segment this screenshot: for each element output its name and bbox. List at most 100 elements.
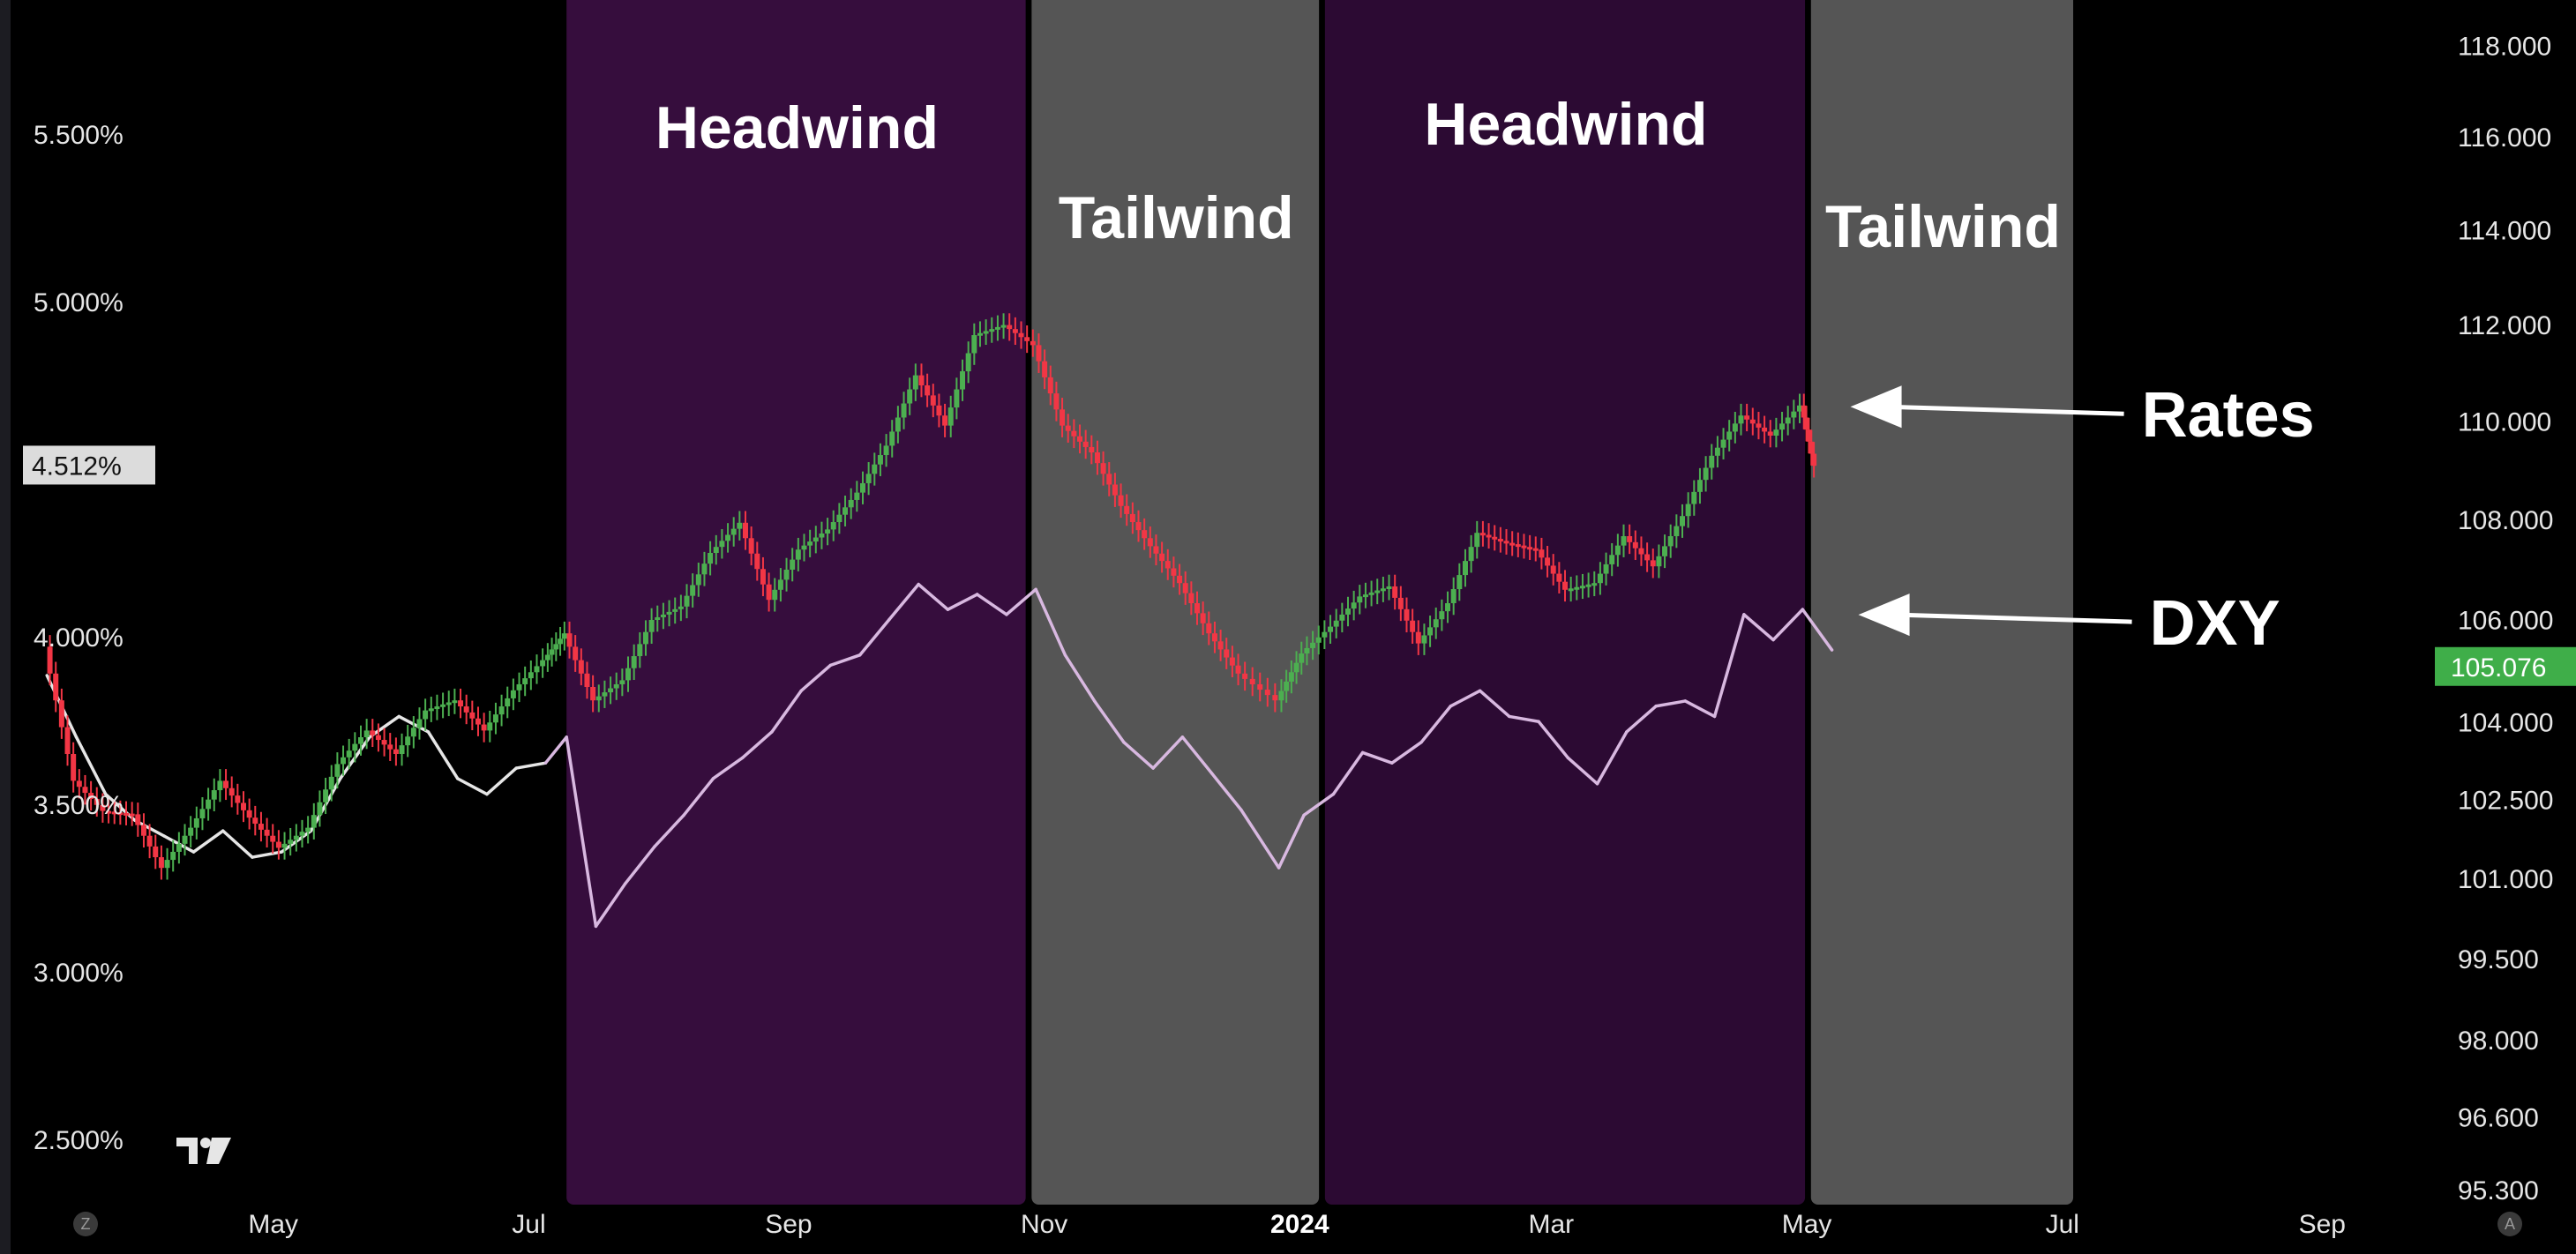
rates-candle — [452, 700, 458, 704]
rates-candle — [737, 522, 743, 529]
rates-candle — [1756, 423, 1762, 428]
rates-candle — [1368, 592, 1374, 595]
zone-tailwind-band — [1810, 0, 2074, 1205]
rates-candle — [777, 579, 783, 590]
rates-candle — [754, 553, 760, 570]
zone-bands: Headwind Tailwind Headwind Tailwind — [566, 0, 2074, 1205]
zoom-label: Z — [81, 1215, 91, 1233]
rates-candle — [942, 415, 948, 426]
rates-candle — [1726, 431, 1733, 440]
right-tick-label: 95.300 — [2458, 1176, 2539, 1205]
rates-candle — [918, 375, 925, 385]
rates-candle — [487, 722, 493, 731]
rates-candle — [748, 538, 754, 554]
dxy-segment — [426, 730, 460, 780]
rates-candle — [725, 534, 731, 541]
rates-candle — [842, 507, 849, 515]
rates-candle — [146, 835, 153, 847]
rates-candle — [1462, 561, 1468, 576]
left-axis[interactable]: 2.500% 3.000% 3.500% 4.000% 5.000% 5.500% — [34, 121, 124, 1155]
dxy-segment — [221, 829, 254, 859]
rates-candle — [701, 564, 708, 575]
rates-candle — [1550, 565, 1556, 574]
rates-candle — [1315, 637, 1322, 643]
rates-candle — [1650, 560, 1656, 567]
rates-candle — [1278, 690, 1284, 701]
rates-candle — [578, 660, 584, 674]
rates-candle — [743, 522, 748, 539]
rates-candle — [678, 606, 684, 609]
rates-candle — [1515, 544, 1521, 548]
annotation-arrow-head — [1850, 385, 1902, 429]
rates-candle — [446, 702, 452, 705]
rates-candle — [82, 787, 88, 794]
dxy-segment — [1801, 608, 1834, 652]
rates-candle — [812, 537, 819, 542]
right-axis[interactable]: 95.300 96.600 98.000 99.500 101.000 102.500 10… — [2458, 32, 2553, 1205]
zoom-button[interactable]: Z — [73, 1212, 98, 1236]
rates-candle — [790, 559, 796, 570]
dxy-segment — [1742, 613, 1775, 642]
rates-candle — [1545, 557, 1551, 566]
rates-candle — [129, 813, 135, 817]
time-axis[interactable]: May Jul Sep Nov 2024 Mar May Jul Sep — [248, 1210, 2346, 1239]
rates-candle — [293, 835, 299, 840]
rates-candle — [1744, 415, 1750, 420]
rates-candle — [1322, 631, 1328, 638]
dxy-segment — [946, 593, 979, 611]
rates-candle — [595, 696, 602, 701]
rates-candle — [1674, 526, 1680, 536]
dxy-segment — [543, 735, 568, 765]
rates-candle — [1082, 441, 1089, 447]
dxy-segment — [1508, 714, 1540, 724]
rates-candle — [1235, 665, 1241, 674]
rates-candle — [631, 656, 637, 668]
rates-candle — [1720, 439, 1726, 448]
zone-headwind-band — [1324, 0, 1806, 1205]
zone-tailwind-band — [1031, 0, 1320, 1205]
dxy-segment — [485, 766, 518, 796]
rates-candle — [328, 776, 334, 790]
rates-candle — [1609, 555, 1615, 564]
rates-candle — [1018, 332, 1024, 338]
dxy-segment — [682, 777, 715, 817]
rates-candle — [608, 688, 614, 693]
dxy-segment — [594, 882, 627, 929]
annotation-arrow-shaft — [1893, 612, 2132, 624]
rates-candle — [590, 687, 596, 701]
rates-candle — [825, 529, 831, 534]
rates-candle — [1071, 430, 1077, 437]
rates-candle — [1392, 586, 1398, 598]
dxy-segment — [1239, 808, 1281, 870]
time-tick-label: May — [1782, 1210, 1832, 1239]
time-tick-label: Sep — [2299, 1210, 2346, 1239]
rates-candle — [534, 666, 540, 673]
dxy-segment — [74, 735, 108, 796]
dxy-segment — [1449, 689, 1482, 708]
rates-candle — [170, 851, 176, 861]
rates-candle — [859, 482, 865, 493]
rates-candle — [613, 683, 619, 689]
rates-candle — [936, 405, 942, 416]
rates-candle — [270, 835, 276, 842]
rates-candle — [1094, 452, 1100, 464]
rates-candle — [836, 514, 842, 523]
rates-last-value-label: 4.512% — [32, 452, 122, 481]
zone-label: Headwind — [655, 94, 939, 161]
rates-candle — [1685, 504, 1691, 517]
rates-candle — [410, 728, 416, 737]
rates-candle — [619, 680, 625, 684]
rates-candle — [1450, 589, 1456, 603]
rates-candle — [1785, 417, 1791, 424]
rates-candle — [1272, 695, 1278, 701]
auto-scale-button[interactable]: A — [2497, 1212, 2522, 1236]
rates-candle — [235, 795, 241, 803]
rates-candle — [1036, 345, 1042, 362]
rates-candle — [481, 724, 487, 731]
rates-candle — [1556, 573, 1562, 582]
rates-candle — [1410, 620, 1416, 632]
rates-candle — [1124, 505, 1130, 514]
rates-candle — [1000, 325, 1007, 328]
dxy-segment — [1180, 735, 1214, 775]
rates-candle — [158, 857, 164, 869]
